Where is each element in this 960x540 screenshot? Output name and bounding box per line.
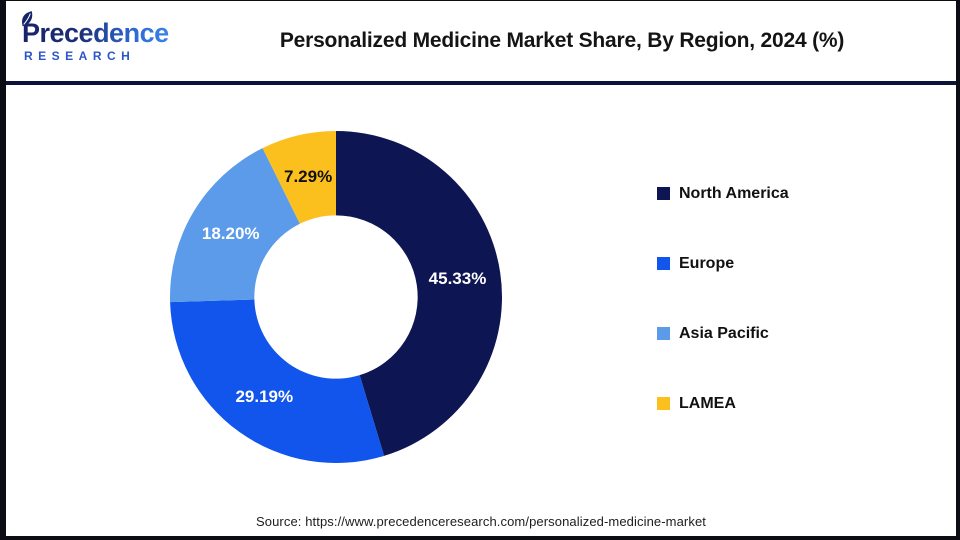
- donut-slice-europe: [170, 299, 385, 463]
- legend-swatch-europe: [657, 257, 670, 270]
- legend-item-north-america: North America: [657, 183, 789, 204]
- legend-item-lamea: LAMEA: [657, 393, 789, 414]
- brand-name: Precedence: [22, 18, 169, 48]
- legend-label-north-america: North America: [679, 184, 789, 202]
- legend-item-asia-pacific: Asia Pacific: [657, 323, 789, 344]
- source-line: Source: https://www.precedenceresearch.c…: [6, 514, 956, 529]
- donut-svg: [170, 131, 502, 463]
- legend-label-europe: Europe: [679, 254, 735, 272]
- legend-label-asia-pacific: Asia Pacific: [679, 324, 769, 342]
- legend-swatch-asia-pacific: [657, 327, 670, 340]
- slice-label-lamea: 7.29%: [284, 167, 333, 187]
- legend-swatch-north-america: [657, 187, 670, 200]
- source-text: Source: https://www.precedenceresearch.c…: [255, 514, 707, 529]
- slice-label-europe: 29.19%: [235, 386, 294, 406]
- legend-swatch-lamea: [657, 397, 670, 410]
- header: Precedence RESEARCH Personalized Medicin…: [6, 1, 956, 85]
- brand-logo: Precedence RESEARCH: [22, 11, 178, 63]
- donut-slice-asia-pacific: [170, 148, 300, 303]
- legend-label-lamea: LAMEA: [679, 394, 736, 412]
- donut-chart: 45.33% 29.19% 18.20% 7.29%: [170, 131, 502, 463]
- legend: North America Europe Asia Pacific LAMEA: [657, 183, 789, 414]
- donut-slice-lamea: [262, 131, 336, 224]
- legend-item-europe: Europe: [657, 253, 789, 274]
- slice-label-north-america: 45.33%: [428, 269, 487, 289]
- slice-label-asia-pacific: 18.20%: [201, 223, 260, 243]
- chart-title: Personalized Medicine Market Share, By R…: [279, 29, 845, 52]
- leaf-icon: [22, 11, 33, 27]
- brand-subtitle: RESEARCH: [24, 49, 136, 63]
- donut-slice-north-america: [336, 131, 502, 456]
